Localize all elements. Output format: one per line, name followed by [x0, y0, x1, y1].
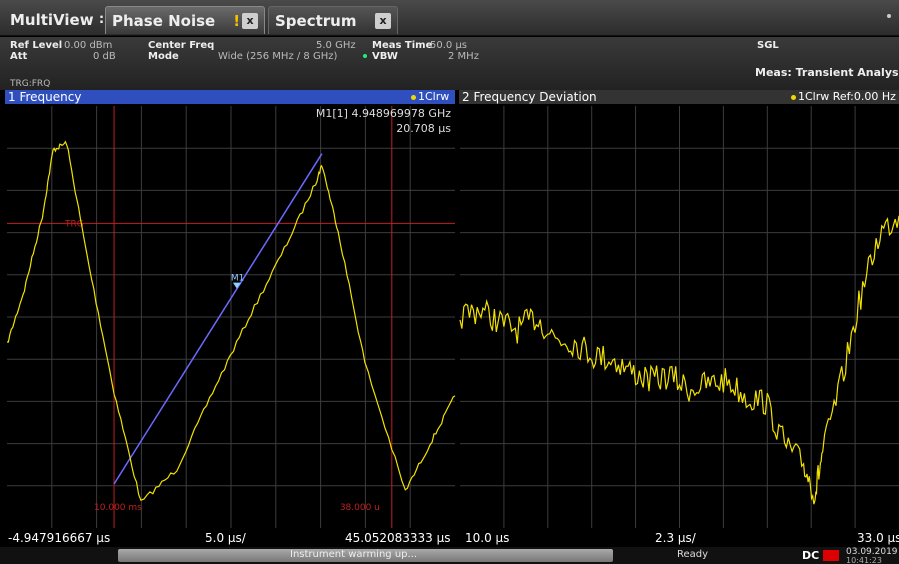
- meas-time-label: Meas Time: [372, 40, 433, 51]
- panel-2-x-stop: 33.0 µs: [857, 531, 899, 545]
- panel-1-grid: [7, 106, 455, 528]
- marker-m1-label: M1: [231, 274, 245, 284]
- vbw-indicator-icon: [363, 54, 367, 58]
- panel-2-trace-label: 1Clrw Ref:0.00 Hz: [798, 90, 896, 103]
- ref-level-label: Ref Level: [10, 40, 63, 51]
- panel-1-trace-info: 1Clrw: [411, 90, 449, 104]
- att-label: Att: [10, 51, 28, 62]
- trace-dot-icon: [411, 94, 416, 100]
- status-time: 10:41:23: [846, 556, 882, 564]
- overflow-menu-icon[interactable]: [887, 14, 891, 18]
- panel-2-x-div: 2.3 µs/: [655, 531, 696, 545]
- warning-icon: !: [233, 11, 241, 30]
- status-message: Instrument warming up...: [290, 549, 418, 560]
- tab-multiview[interactable]: MultiView ∷: [4, 6, 115, 34]
- ref-level-value: 0.00 dBm: [64, 40, 113, 51]
- overload-indicator-icon: [823, 550, 839, 561]
- panel-2-title: 2 Frequency Deviation: [462, 90, 597, 104]
- trigger-info: TRG:FRQ: [10, 79, 51, 89]
- trigger-level-label: TRG: [64, 219, 84, 229]
- trace-dot-icon: [791, 94, 796, 100]
- status-ready: Ready: [677, 549, 709, 560]
- panel-1-x-stop: 45.052083333 µs: [345, 531, 451, 545]
- center-freq-label: Center Freq: [148, 40, 215, 51]
- tab-multiview-label: MultiView: [10, 11, 94, 29]
- panel-1-x-div: 5.0 µs/: [205, 531, 246, 545]
- marker-readout-frequency: M1[1] 4.948969978 GHz: [316, 107, 451, 120]
- close-tab-phase-noise-button[interactable]: x: [242, 13, 258, 29]
- frequency-trace: [7, 140, 456, 501]
- close-tab-spectrum-button[interactable]: x: [375, 13, 391, 29]
- marker-m1-icon[interactable]: [232, 282, 241, 289]
- marker-readout-time: 20.708 µs: [396, 122, 451, 135]
- marker-m1[interactable]: M1: [231, 274, 245, 289]
- panel-1-trace-label: 1Clrw: [418, 90, 450, 103]
- att-value: 0 dB: [93, 51, 116, 62]
- sgl-indicator: SGL: [757, 40, 779, 51]
- status-bar: Instrument warming up... Ready DC 03.09.…: [0, 547, 899, 564]
- tab-phase-noise-label: Phase Noise: [112, 11, 216, 30]
- warmup-progress-bar: [118, 549, 613, 562]
- panel-1-x-start: -4.947916667 µs: [8, 531, 111, 545]
- tab-spectrum-label: Spectrum: [275, 11, 357, 30]
- panel-1-title: 1 Frequency: [8, 90, 82, 104]
- settings-bar: Ref Level 0.00 dBm Att 0 dB Center Freq …: [0, 37, 899, 90]
- meas-time-value: 50.0 µs: [430, 40, 468, 51]
- tab-spectrum[interactable]: Spectrum ! x: [268, 6, 398, 34]
- panel-2-header[interactable]: 2 Frequency Deviation 1Clrw Ref:0.00 Hz: [459, 90, 899, 104]
- mode-value: Wide (256 MHz / 8 GHz): [218, 51, 338, 62]
- tab-bar: MultiView ∷ Phase Noise ! x Spectrum ! x: [0, 0, 899, 36]
- meas-name: Meas: Transient Analysis: [755, 66, 899, 79]
- panel-2-grid: [460, 106, 899, 528]
- vbw-value: 2 MHz: [448, 51, 479, 62]
- panel-2-trace-info: 1Clrw Ref:0.00 Hz: [791, 90, 896, 104]
- status-date: 03.09.2019: [846, 547, 898, 557]
- dc-coupling-indicator: DC: [802, 549, 820, 562]
- panel-1-header[interactable]: 1 Frequency 1Clrw: [5, 90, 455, 104]
- tab-phase-noise[interactable]: Phase Noise ! x: [105, 6, 265, 34]
- mode-label: Mode: [148, 51, 179, 62]
- frequency-plot-area[interactable]: [5, 104, 455, 528]
- vbw-label: VBW: [372, 51, 398, 62]
- linear-fit-line: [113, 153, 323, 485]
- frequency-deviation-trace: [459, 215, 899, 505]
- panel-2-x-start: 10.0 µs: [465, 531, 510, 545]
- right-limit-label: 38.000 u: [340, 503, 380, 513]
- left-limit-label: 10.000 ms: [94, 503, 142, 513]
- center-freq-value: 5.0 GHz: [316, 40, 356, 51]
- multiview-grid-icon: ∷: [100, 13, 109, 28]
